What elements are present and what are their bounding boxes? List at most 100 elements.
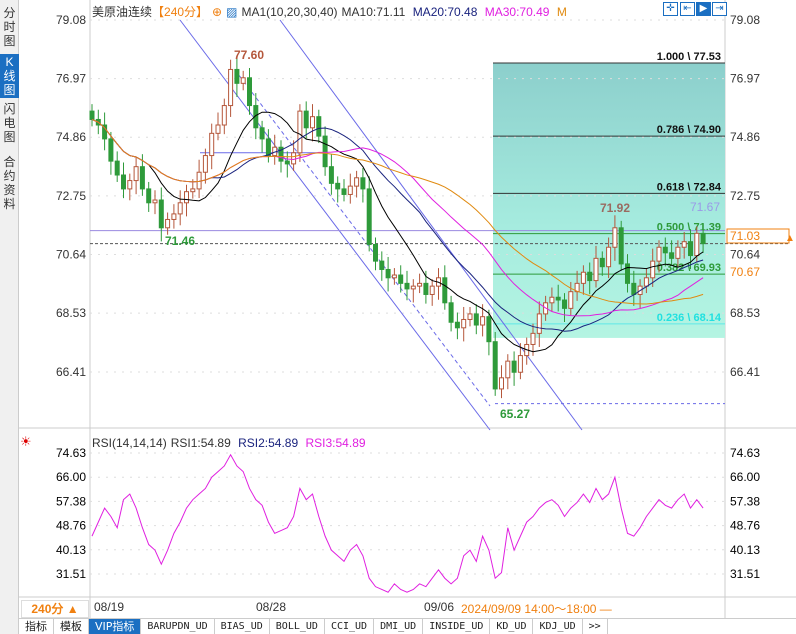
- candle-body: [618, 227, 624, 265]
- candle-body: [398, 274, 404, 284]
- fib-level-label: 0.236 \ 68.14: [657, 312, 722, 324]
- candle-body: [606, 246, 612, 268]
- candle-body: [410, 285, 416, 290]
- channel-midline: [234, 69, 491, 407]
- price-axis-label: 76.97: [730, 72, 760, 86]
- indicator-tab[interactable]: BOLL_UD: [270, 619, 325, 634]
- candle-body: [536, 313, 542, 334]
- ma10-line: [91, 111, 704, 353]
- candle-body: [284, 160, 290, 165]
- period-label: 【240分】: [152, 5, 209, 19]
- candle-body: [360, 177, 366, 190]
- indicator-chart-icon[interactable]: ▨: [226, 5, 238, 19]
- candle-body: [593, 257, 599, 282]
- add-icon[interactable]: ⊕: [212, 5, 223, 19]
- tab-timeshare[interactable]: 分时图: [3, 6, 16, 48]
- candle-body: [158, 199, 164, 229]
- candle-body: [417, 282, 423, 287]
- candle-body: [152, 199, 158, 204]
- candle-body: [675, 246, 681, 259]
- candle-body: [662, 246, 668, 254]
- candle-body: [650, 260, 656, 279]
- candle-body: [240, 77, 246, 84]
- period-button[interactable]: 240分 ▲: [21, 600, 89, 618]
- rsi-header: RSI(14,14,14) RSI1:54.89 RSI2:54.89 RSI3:…: [92, 436, 370, 450]
- price-axis-label: 79.08: [730, 13, 760, 27]
- rsi-axis-label: 66.00: [730, 470, 760, 484]
- symbol-name: 美原油连续: [92, 5, 153, 19]
- play-right-icon[interactable]: ▶: [696, 2, 711, 16]
- price-axis-label: 79.08: [56, 13, 86, 27]
- candle-body: [517, 355, 523, 373]
- rsi-axis-label: 48.76: [56, 519, 86, 533]
- tab-contract-info[interactable]: 合约资料: [3, 155, 16, 211]
- candle-body: [656, 246, 662, 262]
- indicator-tab[interactable]: 模板: [54, 619, 89, 634]
- indicator-tab[interactable]: KD_UD: [490, 619, 534, 634]
- fit-left-icon[interactable]: ⇤: [680, 2, 695, 16]
- rsi-axis-label: 48.76: [730, 519, 760, 533]
- candle-body: [568, 291, 574, 309]
- candle-body: [700, 232, 706, 245]
- rsi1-value: RSI1:54.89: [170, 436, 231, 450]
- candle-body: [480, 316, 486, 326]
- candle-body: [631, 282, 637, 295]
- rsi-axis-label: 66.00: [56, 470, 86, 484]
- indicator-tab[interactable]: BARUPDN_UD: [141, 619, 215, 634]
- candle-body: [442, 277, 448, 304]
- candle-body: [385, 268, 391, 279]
- candle-body: [694, 232, 700, 257]
- fib-level-label: 1.000 \ 77.53: [657, 51, 721, 63]
- ma-label[interactable]: MA1(10,20,30,40): [241, 5, 338, 19]
- mark-annotation: 71.67: [690, 200, 720, 214]
- indicator-tab[interactable]: CCI_UD: [325, 619, 375, 634]
- tab-flash[interactable]: 闪电图: [3, 102, 16, 144]
- candle-body: [291, 152, 297, 165]
- candle-body: [511, 360, 517, 373]
- indicator-tab[interactable]: 指标: [19, 619, 54, 634]
- indicator-tab[interactable]: >>: [583, 619, 608, 634]
- rsi-line: [91, 453, 704, 593]
- candle-body: [221, 105, 227, 126]
- current-price: 71.03: [730, 229, 760, 243]
- price-axis-label: 66.41: [730, 365, 760, 379]
- candle-body: [247, 77, 252, 107]
- candle-body: [454, 321, 460, 329]
- candle-body: [177, 202, 183, 215]
- price-axis-label: 72.75: [56, 189, 86, 203]
- candle-body: [253, 105, 259, 129]
- rsi-axis-label: 57.38: [56, 494, 86, 508]
- indicator-tab[interactable]: VIP指标: [89, 619, 142, 634]
- candle-body: [505, 360, 511, 379]
- price-axis-label: 68.53: [730, 306, 760, 320]
- candle-body: [310, 116, 315, 129]
- candle-body: [354, 177, 360, 187]
- rsi-axis-label: 31.51: [730, 567, 760, 581]
- indicator-tab[interactable]: BIAS_UD: [215, 619, 270, 634]
- rsi3-value: RSI3:54.89: [305, 436, 366, 450]
- indicator-tab[interactable]: KDJ_UD: [533, 619, 583, 634]
- candle-body: [599, 257, 605, 268]
- settings-sun-icon[interactable]: ☀: [20, 434, 32, 449]
- fib-level-label: 0.618 \ 72.84: [657, 181, 722, 193]
- candle-body: [303, 110, 309, 129]
- exit-right-icon[interactable]: ⇥: [712, 2, 727, 16]
- candle-body: [297, 110, 303, 154]
- candle-body: [580, 271, 586, 284]
- candle-body: [133, 166, 139, 182]
- ma10-value: MA10:71.11: [341, 5, 406, 19]
- fibonacci-zone: [493, 63, 725, 338]
- chart-header: 美原油连续【240分】 ⊕ ▨ MA1(10,20,30,40) MA10:71.11 …: [92, 3, 571, 20]
- date-label: 08/28: [256, 600, 287, 614]
- candle-body: [379, 260, 385, 270]
- price-axis-label: 68.53: [56, 306, 86, 320]
- indicator-tab[interactable]: DMI_UD: [374, 619, 424, 634]
- candle-body: [202, 155, 208, 173]
- candle-body: [404, 282, 410, 290]
- candle-body: [127, 180, 133, 190]
- crosshair-icon[interactable]: ✛: [663, 2, 678, 16]
- candle-body: [549, 296, 555, 304]
- indicator-tab[interactable]: INSIDE_UD: [423, 619, 491, 634]
